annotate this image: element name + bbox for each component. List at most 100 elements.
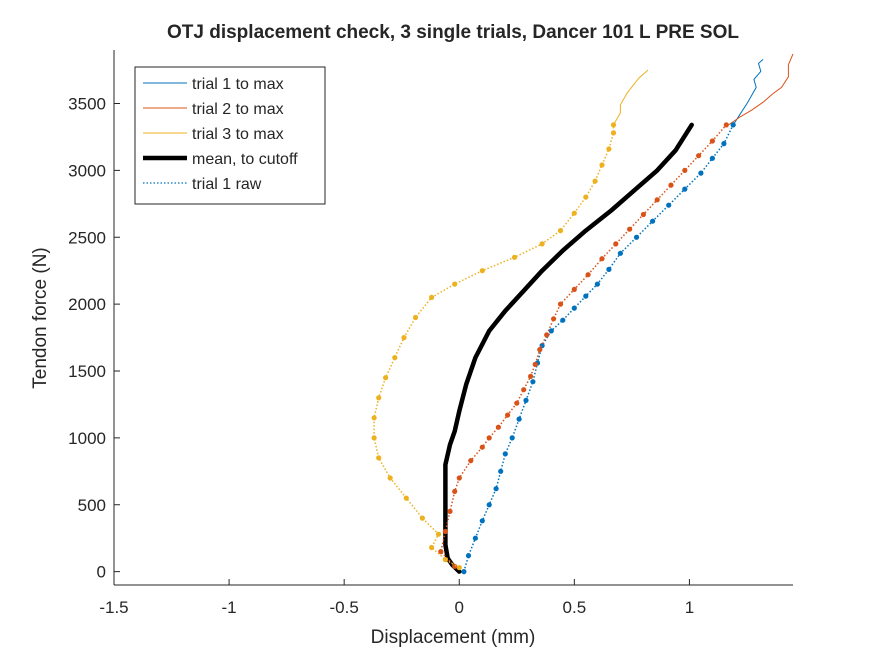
legend-label-3: mean, to cutoff [192,151,298,168]
data-point-6-12 [392,355,398,361]
data-point-4-4 [486,502,492,508]
x-tick-label-4: 0.5 [563,598,587,617]
legend-label-0: trial 1 to max [192,76,284,93]
y-tick-label-6: 3000 [68,161,106,180]
data-point-4-10 [523,397,529,403]
data-point-6-8 [371,435,377,441]
y-tick-label-5: 2500 [68,228,106,247]
data-point-4-3 [479,518,485,524]
data-point-4-1 [465,553,472,559]
chart-title: OTJ displacement check, 3 single trials,… [167,22,739,43]
data-point-5-27 [682,167,688,173]
data-point-4-26 [709,155,716,161]
data-point-4-11 [530,379,536,385]
series-line-1 [728,53,794,126]
data-point-5-7 [479,444,485,450]
data-point-6-22 [583,194,589,200]
x-tick-label-3: 0 [455,598,464,617]
data-point-5-30 [723,122,729,128]
data-point-6-20 [557,228,564,234]
data-point-4-24 [682,186,688,192]
data-point-6-9 [371,415,377,421]
data-point-4-20 [617,250,624,256]
data-point-4-14 [548,328,554,334]
data-point-5-21 [599,256,605,262]
x-tick-label-2: -0.5 [330,598,359,617]
data-point-6-7 [376,455,382,461]
data-point-4-5 [493,486,499,492]
y-tick-label-4: 2000 [68,295,106,314]
legend: trial 1 to max trial 2 to max trial 3 to m… [134,66,326,205]
data-point-5-25 [654,197,660,203]
data-point-4-25 [698,170,704,176]
data-point-6-24 [599,162,605,168]
y-tick-label-7: 3500 [68,95,106,114]
y-tick-label-3: 1500 [68,362,106,381]
data-point-5-28 [696,153,702,159]
data-point-5-26 [668,182,674,188]
data-point-6-23 [592,178,598,184]
series-line-2 [613,69,649,126]
data-point-6-13 [401,335,407,341]
data-point-5-1 [438,549,444,555]
data-point-5-14 [532,361,538,367]
data-point-6-0 [456,565,462,571]
data-point-5-2 [442,528,448,535]
x-tick-label-5: 1 [685,598,694,617]
data-point-4-17 [583,293,589,299]
x-axis-label: Displacement (mm) [371,627,536,648]
data-point-6-3 [435,531,442,537]
data-point-4-21 [633,234,640,240]
data-point-5-9 [495,424,501,430]
data-point-6-26 [610,130,617,136]
data-point-6-21 [571,210,577,216]
data-point-4-15 [560,317,566,323]
data-point-5-10 [505,412,511,418]
data-point-4-22 [650,218,656,224]
series-line-3 [443,122,694,574]
data-point-6-18 [511,254,518,260]
data-point-4-9 [516,416,522,422]
data-point-4-27 [721,141,727,147]
y-tick-label-0: 0 [97,563,106,582]
data-point-5-13 [528,373,534,379]
data-point-6-4 [419,515,425,521]
data-point-5-20 [585,272,591,278]
data-point-5-11 [514,400,520,406]
data-point-6-19 [539,241,545,247]
data-point-6-25 [606,146,612,152]
data-point-5-22 [613,241,619,247]
legend-label-2: trial 3 to max [192,126,284,143]
data-point-4-7 [502,451,508,457]
axes-layer: -1.5 -1 -0.5 0 0.5 1 0 500 1000 1500 2000 2500 3000 3… [68,50,793,617]
series-line-6 [373,124,615,569]
data-point-6-15 [429,294,435,300]
y-axis-label: Tendon force (N) [30,247,51,389]
series-line-0 [732,59,764,126]
data-point-4-16 [571,305,577,311]
legend-box [134,66,326,205]
data-point-5-29 [709,138,716,144]
data-point-5-24 [640,211,647,218]
data-point-5-12 [521,387,527,393]
data-point-4-2 [472,535,478,541]
data-point-6-1 [442,557,448,563]
data-point-6-14 [412,314,419,321]
data-point-6-16 [452,281,458,287]
data-point-6-5 [403,495,409,501]
data-point-5-23 [627,226,633,232]
data-point-5-4 [452,488,458,494]
data-point-5-8 [486,435,492,441]
data-point-6-2 [429,544,435,551]
legend-label-4: trial 1 raw [192,176,262,193]
data-point-5-16 [544,332,550,338]
data-point-4-6 [498,468,504,474]
series-layer [371,53,794,575]
data-point-4-13 [539,343,545,349]
data-point-4-18 [594,281,601,287]
data-point-5-5 [456,475,462,481]
data-point-4-19 [606,266,612,272]
y-tick-label-2: 1000 [68,429,106,448]
data-point-5-6 [468,458,474,464]
data-point-5-19 [571,286,577,292]
